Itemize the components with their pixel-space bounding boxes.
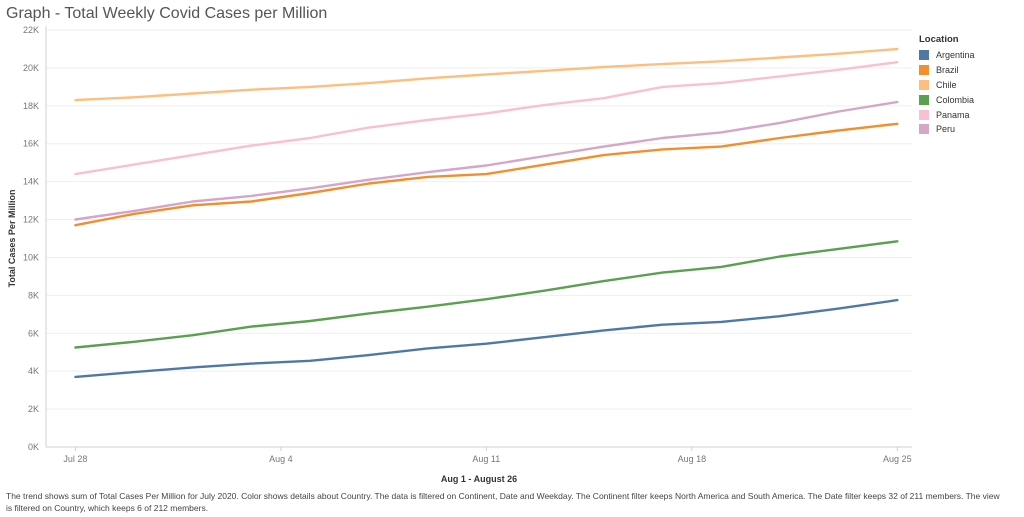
series-line-panama — [74, 61, 899, 176]
legend-item-brazil[interactable]: Brazil — [919, 63, 975, 78]
axes: 0K 2K 4K 6K 8K 10K 12K 14K 16K 18K 20K 22K Jul 28 Aug… — [23, 25, 912, 464]
y-axis-title: Total Cases Per Million — [7, 190, 17, 288]
x-tick-label: Aug 25 — [883, 454, 912, 464]
y-tick-label: 16K — [23, 139, 39, 149]
legend-label: Colombia — [936, 94, 975, 105]
series-line-brazil — [74, 122, 899, 227]
legend-swatch — [919, 109, 929, 120]
footnote: The trend shows sum of Total Cases Per M… — [6, 491, 1000, 513]
series-line-peru — [74, 100, 899, 221]
legend-item-panama[interactable]: Panama — [919, 107, 975, 122]
legend-swatch — [919, 50, 929, 61]
legend-item-chile[interactable]: Chile — [919, 78, 975, 93]
x-tick-label: Aug 18 — [678, 454, 707, 464]
legend-label: Brazil — [936, 65, 959, 76]
legend-title: Location — [919, 34, 959, 45]
legend-label: Chile — [936, 79, 957, 90]
y-tick-label: 0K — [28, 442, 39, 452]
chart-title: Graph - Total Weekly Covid Cases per Mil… — [6, 5, 328, 22]
y-tick-label: 8K — [28, 290, 39, 300]
legend-swatch — [919, 124, 929, 135]
series-line-chile — [74, 47, 899, 102]
legend: Location Argentina Brazil Chile Colombia Pan… — [919, 34, 975, 137]
y-tick-label: 4K — [28, 366, 39, 376]
y-tick-label: 14K — [23, 177, 39, 187]
series-lines — [74, 47, 899, 379]
legend-label: Panama — [936, 109, 970, 120]
x-axis-title: Aug 1 - August 26 — [441, 474, 517, 484]
legend-item-argentina[interactable]: Argentina — [919, 48, 975, 63]
x-tick-label: Aug 4 — [269, 454, 293, 464]
y-tick-label: 18K — [23, 101, 39, 111]
legend-label: Argentina — [936, 50, 975, 61]
y-tick-label: 22K — [23, 25, 39, 35]
y-tick-label: 20K — [23, 63, 39, 73]
y-tick-label: 10K — [23, 252, 39, 262]
legend-swatch — [919, 94, 929, 105]
legend-item-peru[interactable]: Peru — [919, 122, 975, 137]
gridlines — [46, 29, 912, 448]
legend-label: Peru — [936, 124, 956, 135]
x-tick-label: Aug 11 — [472, 454, 500, 464]
y-tick-label: 12K — [23, 215, 39, 225]
legend-swatch — [919, 65, 929, 76]
legend-item-colombia[interactable]: Colombia — [919, 92, 975, 107]
series-line-argentina — [74, 298, 899, 379]
x-tick-label: Jul 28 — [63, 454, 87, 464]
legend-swatch — [919, 79, 929, 90]
y-tick-label: 2K — [28, 404, 39, 414]
legend-items: Argentina Brazil Chile Colombia Panama Peru — [919, 48, 975, 137]
series-line-colombia — [74, 240, 899, 349]
y-tick-label: 6K — [28, 328, 39, 338]
